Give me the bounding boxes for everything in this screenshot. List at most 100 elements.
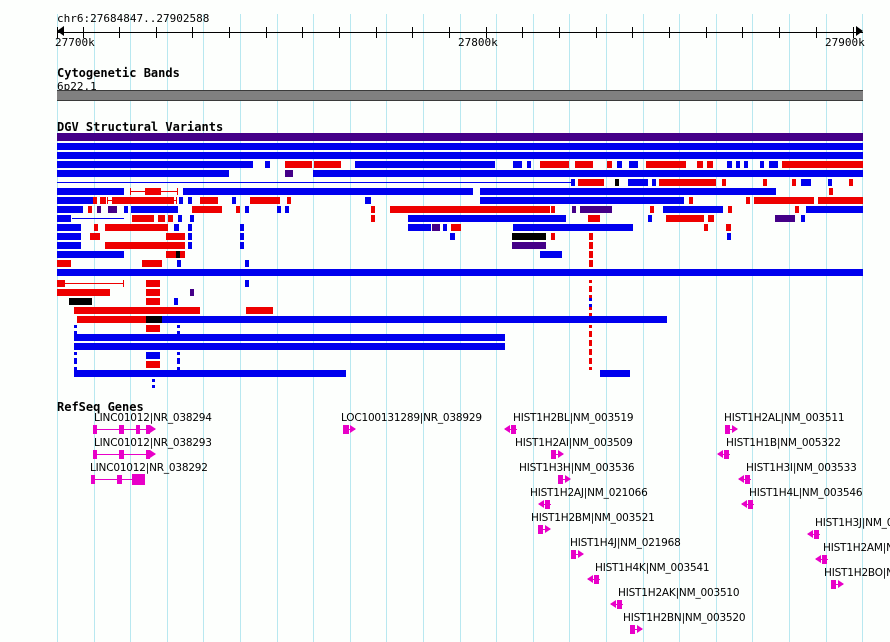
variant-segment[interactable] [145,188,161,195]
variant-segment[interactable] [746,197,750,204]
variant-segment[interactable] [818,197,863,204]
variant-segment[interactable] [617,161,622,168]
variant-segment[interactable] [188,197,192,204]
variant-segment[interactable] [313,170,863,177]
variant-segment[interactable] [763,179,767,186]
variant-segment[interactable] [245,206,249,213]
gene-model[interactable] [610,599,623,610]
variant-segment[interactable] [451,224,461,231]
variant-segment[interactable] [607,161,612,168]
variant-segment[interactable] [57,133,863,141]
variant-segment[interactable] [760,161,764,168]
variant-dashed-marker[interactable] [589,298,592,307]
variant-dashed-marker[interactable] [74,325,77,334]
variant-segment[interactable] [551,206,555,213]
variant-segment[interactable] [600,370,630,377]
variant-segment[interactable] [285,161,312,168]
variant-segment[interactable] [240,224,244,231]
variant-segment[interactable] [57,170,229,177]
variant-segment[interactable] [240,233,244,240]
variant-segment[interactable] [355,161,495,168]
variant-dashed-marker[interactable] [589,307,592,316]
variant-dashed-marker[interactable] [177,325,180,334]
variant-segment[interactable] [57,224,81,231]
variant-segment[interactable] [775,215,795,222]
variant-segment[interactable] [512,233,546,240]
variant-segment[interactable] [650,206,654,213]
variant-segment[interactable] [245,280,249,287]
gene-model[interactable] [587,574,600,585]
variant-segment[interactable] [615,179,619,186]
variant-segment[interactable] [572,206,576,213]
variant-segment[interactable] [174,224,179,231]
variant-segment[interactable] [704,224,708,231]
variant-segment[interactable] [480,197,684,204]
variant-segment[interactable] [57,269,863,276]
variant-segment[interactable] [77,316,148,323]
variant-segment[interactable] [628,179,648,186]
variant-segment[interactable] [250,197,280,204]
variant-segment[interactable] [112,197,174,204]
variant-segment[interactable] [707,161,713,168]
variant-segment[interactable] [188,242,192,249]
variant-segment[interactable] [540,251,562,258]
variant-segment[interactable] [131,206,178,213]
variant-segment[interactable] [408,215,566,222]
gene-model[interactable] [725,424,738,435]
variant-dashed-marker[interactable] [589,343,592,352]
variant-dashed-marker[interactable] [74,352,77,361]
variant-segment[interactable] [782,161,863,168]
gene-model[interactable] [343,424,356,435]
variant-dashed-marker[interactable] [589,325,592,334]
variant-segment[interactable] [100,197,106,204]
gene-model[interactable] [538,524,551,535]
variant-segment[interactable] [588,215,600,222]
variant-thin-line[interactable] [72,218,124,219]
variant-segment[interactable] [769,161,778,168]
variant-segment[interactable] [285,206,289,213]
variant-segment[interactable] [245,260,249,267]
variant-segment[interactable] [666,215,704,222]
variant-segment[interactable] [174,298,178,305]
variant-segment[interactable] [726,224,730,231]
variant-segment[interactable] [158,215,165,222]
variant-segment[interactable] [512,242,546,249]
variant-segment[interactable] [94,224,98,231]
variant-segment[interactable] [744,161,748,168]
variant-segment[interactable] [74,307,200,314]
variant-segment[interactable] [697,161,703,168]
variant-segment[interactable] [124,206,128,213]
variant-segment[interactable] [57,188,124,195]
variant-segment[interactable] [146,289,160,296]
variant-segment[interactable] [176,251,180,258]
variant-segment[interactable] [57,206,83,213]
variant-segment[interactable] [727,233,731,240]
variant-segment[interactable] [183,188,473,195]
variant-segment[interactable] [801,179,811,186]
variant-segment[interactable] [663,206,723,213]
variant-segment[interactable] [443,224,447,231]
variant-segment[interactable] [659,179,716,186]
variant-segment[interactable] [629,161,638,168]
variant-segment[interactable] [371,215,375,222]
variant-segment[interactable] [166,251,185,258]
variant-segment[interactable] [74,343,505,350]
gene-model[interactable] [831,579,844,590]
gene-model[interactable] [558,474,571,485]
variant-segment[interactable] [365,197,371,204]
gene-model[interactable] [93,449,156,460]
variant-segment[interactable] [93,197,97,204]
variant-segment[interactable] [754,197,814,204]
variant-segment[interactable] [190,289,194,296]
gene-model[interactable] [741,499,754,510]
variant-segment[interactable] [527,161,531,168]
variant-segment[interactable] [646,161,686,168]
gene-model[interactable] [551,449,564,460]
cytoband-bar[interactable] [57,90,863,101]
variant-segment[interactable] [689,197,693,204]
variant-segment[interactable] [589,242,593,249]
variant-dashed-marker[interactable] [589,352,592,361]
variant-segment[interactable] [246,307,273,314]
variant-segment[interactable] [589,251,593,258]
variant-segment[interactable] [708,215,714,222]
